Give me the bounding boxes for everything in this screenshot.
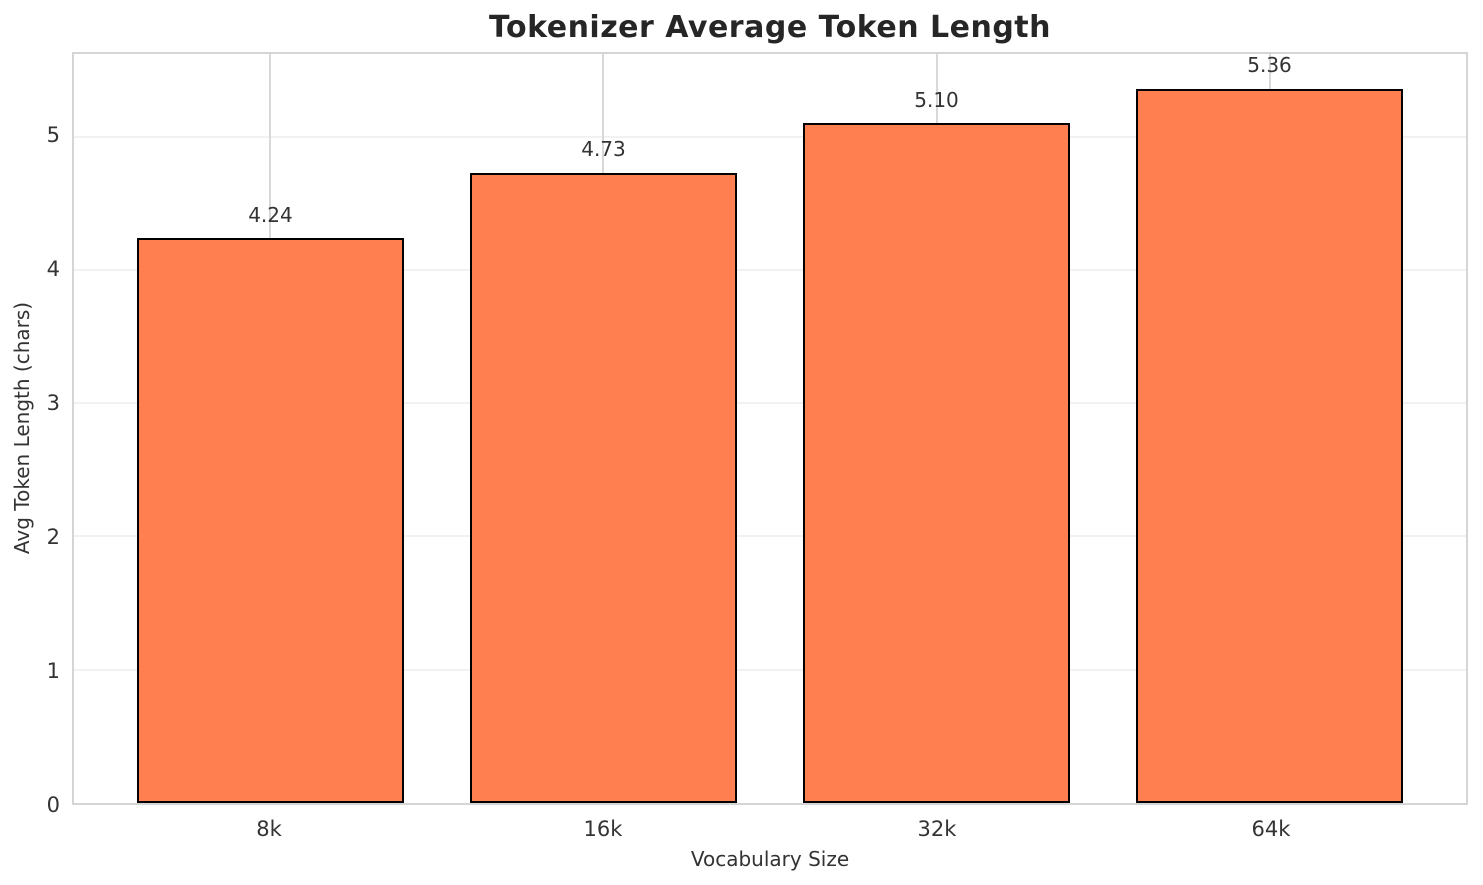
gridline-horizontal <box>74 535 1466 538</box>
y-axis-ticks: 0 1 2 3 4 5 <box>0 52 60 817</box>
y-tick-label: 4 <box>46 257 60 282</box>
y-tick-label: 5 <box>46 123 60 148</box>
chart-title: Tokenizer Average Token Length <box>488 10 1051 45</box>
y-tick-label: 3 <box>46 391 60 416</box>
x-tick-label: 16k <box>583 817 623 841</box>
y-axis-label: Avg Token Length (chars) <box>10 301 34 555</box>
gridline-horizontal <box>74 268 1466 271</box>
gridline-horizontal <box>74 135 1466 138</box>
x-axis-ticks: 8k 16k 32k 64k <box>72 817 1468 845</box>
x-tick-label: 8k <box>256 817 282 841</box>
bar-64k <box>1136 88 1403 803</box>
bar-32k <box>803 123 1070 803</box>
x-tick-label: 64k <box>1251 817 1291 841</box>
gridline-horizontal <box>74 668 1466 671</box>
x-axis-label: Vocabulary Size <box>690 847 850 871</box>
bar-value-label: 5.36 <box>1247 52 1292 77</box>
y-tick-label: 1 <box>46 659 60 683</box>
bar-16k <box>470 172 737 803</box>
bar-8k <box>137 237 404 803</box>
bar-value-label: 4.24 <box>248 202 293 227</box>
gridline-horizontal <box>74 402 1466 405</box>
x-tick-label: 32k <box>917 817 957 841</box>
plot-area: 4.24 4.73 5.10 5.36 <box>72 52 1468 805</box>
bar-value-label: 4.73 <box>581 137 626 162</box>
y-tick-label: 2 <box>46 525 60 550</box>
bar-value-label: 5.10 <box>914 87 959 112</box>
y-tick-label: 0 <box>46 793 60 817</box>
